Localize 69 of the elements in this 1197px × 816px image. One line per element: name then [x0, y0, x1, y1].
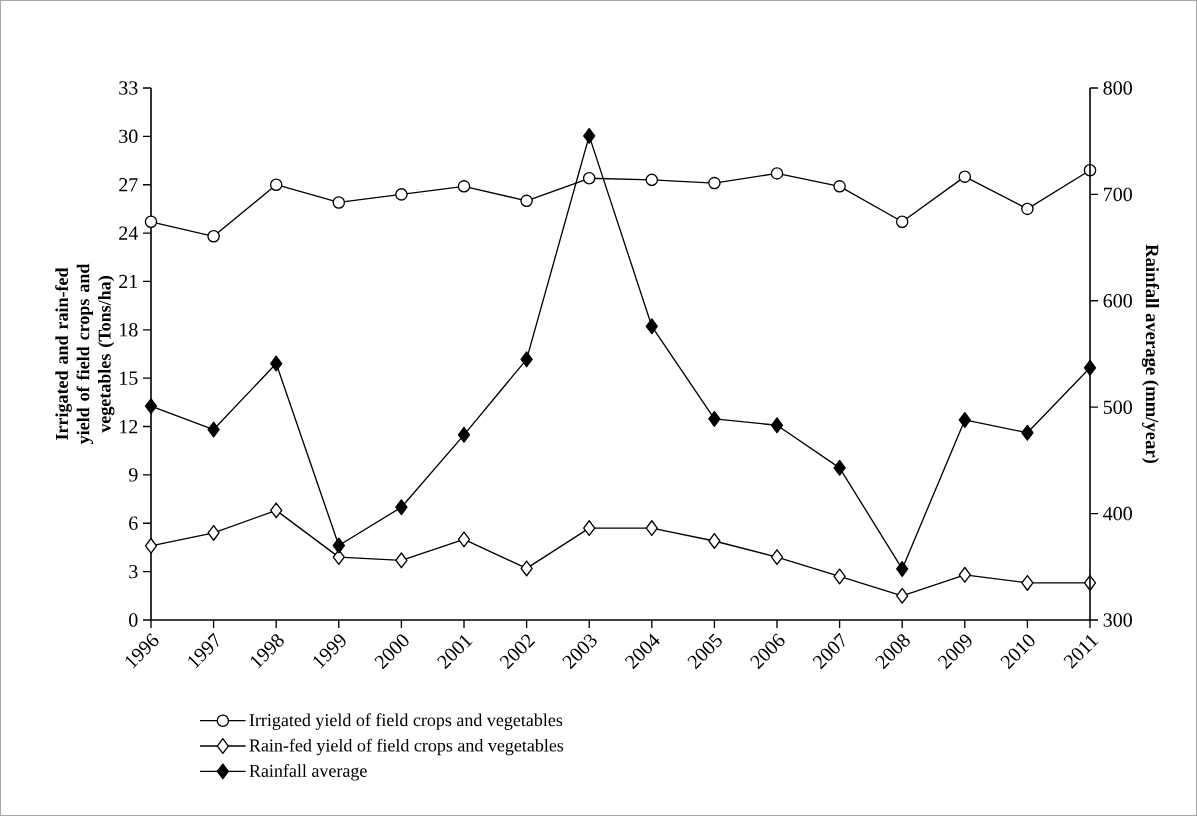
- point: [457, 180, 471, 193]
- y2-tick-label: 500: [1103, 400, 1132, 414]
- point: [270, 502, 283, 519]
- point: [770, 167, 784, 180]
- point: [896, 587, 909, 604]
- point: [395, 499, 408, 516]
- y-tick-label: 9: [128, 468, 138, 482]
- y2-tick-label: 800: [1103, 81, 1132, 95]
- point: [708, 532, 721, 549]
- y-axis-title: Irrigated and rain-fed yield of field crops and vegetables (Tons/ha): [55, 263, 115, 445]
- point: [958, 170, 972, 183]
- point: [958, 566, 971, 583]
- point: [833, 180, 846, 193]
- point: [207, 230, 220, 243]
- point: [144, 215, 158, 229]
- point: [582, 172, 596, 185]
- point: [520, 194, 533, 208]
- point: [332, 549, 345, 566]
- y-tick-label: 3: [129, 564, 138, 579]
- point: [207, 421, 220, 438]
- point: [645, 173, 659, 187]
- point: [583, 127, 596, 144]
- point: [1021, 574, 1034, 591]
- y-tick-label: 15: [120, 371, 138, 385]
- y-tick-label: 18: [120, 323, 138, 337]
- point: [895, 215, 909, 229]
- point: [207, 524, 220, 541]
- point: [520, 560, 533, 577]
- point: [395, 552, 408, 569]
- point: [645, 318, 658, 335]
- point: [896, 560, 909, 577]
- y-tick-label: 12: [120, 419, 138, 434]
- point: [708, 176, 721, 190]
- y-tick-label: 6: [129, 516, 138, 530]
- point: [520, 351, 533, 368]
- point: [269, 178, 283, 191]
- point: [770, 549, 784, 566]
- y2-axis-title: Rainfall average (mm/year): [1141, 244, 1160, 464]
- y2-tick-label: 700: [1104, 187, 1132, 202]
- point: [1083, 359, 1097, 376]
- y-tick-label: 27: [119, 178, 138, 192]
- y-tick-label: 33: [119, 81, 138, 95]
- point: [332, 537, 345, 554]
- y-tick-label: 0: [129, 613, 138, 627]
- point: [583, 520, 596, 537]
- point: [1021, 202, 1034, 216]
- y2-tick-label: 400: [1103, 506, 1132, 521]
- legend-label: Rainfall average: [249, 764, 367, 781]
- point: [833, 459, 846, 476]
- legend-label: Rain-fed yield of field crops and vegetables: [249, 738, 564, 756]
- point: [457, 531, 471, 548]
- y-tick-label: 24: [119, 226, 138, 240]
- point: [708, 410, 721, 427]
- point: [770, 417, 784, 434]
- point: [332, 196, 346, 209]
- point: [958, 411, 971, 428]
- y2-tick-label: 300: [1103, 613, 1132, 627]
- point: [457, 426, 471, 443]
- point: [144, 537, 158, 554]
- point: [645, 520, 658, 537]
- point: [144, 398, 158, 415]
- legend-label: Irrigated yield of field crops and vegetables: [249, 713, 563, 730]
- y2-tick-label: 600: [1103, 294, 1132, 308]
- y-tick-label: 30: [119, 129, 138, 144]
- point: [395, 188, 408, 201]
- point: [833, 568, 846, 585]
- point: [1021, 424, 1034, 441]
- point: [270, 355, 283, 372]
- y-tick-label: 21: [119, 274, 138, 289]
